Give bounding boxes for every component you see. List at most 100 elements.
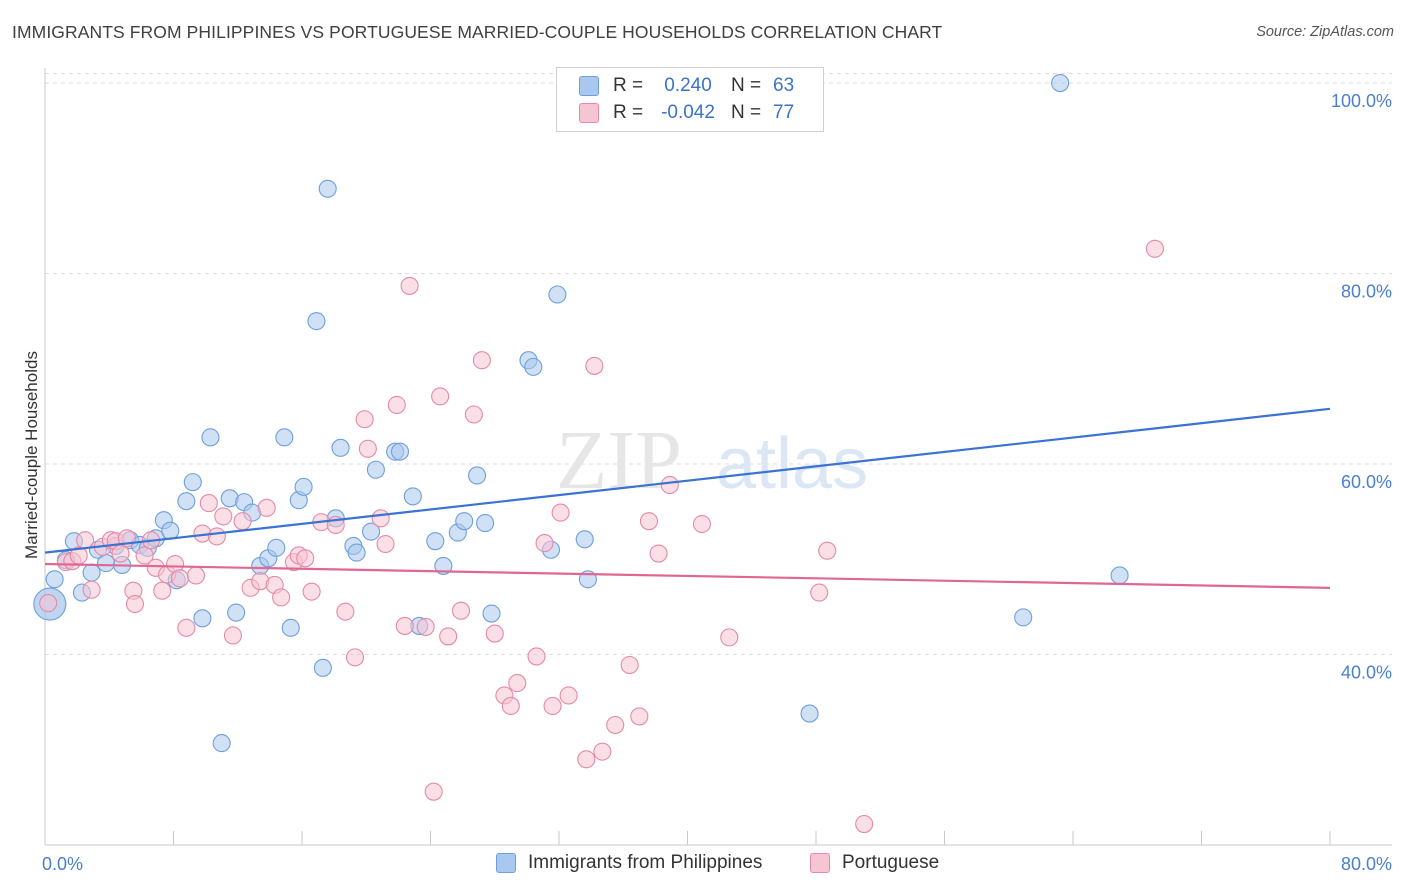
data-point [170, 569, 189, 588]
data-point [153, 581, 172, 600]
stats-legend: R = 0.240 N = 63 R = -0.042 N = 77 [556, 67, 824, 132]
data-point [257, 498, 276, 517]
legend-r-label: R = [613, 102, 644, 123]
data-point [543, 696, 562, 715]
data-point [508, 674, 527, 693]
data-point [1051, 73, 1070, 93]
data-point [527, 647, 546, 666]
source-credit: Source: ZipAtlas.com [1256, 24, 1394, 40]
data-point [434, 556, 453, 575]
data-point [451, 601, 471, 620]
data-point [535, 534, 554, 553]
data-point [559, 686, 578, 705]
data-point [318, 179, 337, 198]
data-point [223, 626, 242, 645]
data-point [403, 487, 422, 506]
legend-swatch-portuguese [810, 853, 830, 873]
legend-row-portuguese: R = -0.042 N = 77 [579, 100, 794, 126]
x-tick-label: 80.0% [1341, 854, 1392, 874]
data-point [620, 655, 639, 675]
data-point [660, 475, 679, 495]
data-point [233, 512, 252, 531]
data-point [476, 514, 495, 533]
data-point [358, 439, 377, 458]
y-tick-label: 40.0% [1341, 663, 1392, 683]
data-point [281, 618, 300, 637]
data-point [45, 570, 64, 589]
legend-n-value: 63 [773, 75, 795, 96]
data-point [82, 563, 101, 582]
data-point [345, 648, 365, 667]
legend-r-value: 0.240 [664, 75, 712, 96]
data-point [267, 538, 286, 557]
legend-swatch-portuguese [579, 103, 599, 123]
data-point [161, 521, 180, 540]
data-point [692, 514, 712, 534]
legend-n-label: N = [731, 102, 762, 123]
data-point [855, 814, 874, 834]
data-point [501, 696, 520, 715]
data-point [575, 530, 594, 549]
data-point [177, 618, 196, 637]
data-point [577, 750, 596, 769]
data-point [390, 442, 410, 461]
data-point [371, 509, 390, 528]
data-point [212, 734, 231, 753]
data-point [296, 549, 315, 568]
y-tick-labels: 40.0% 60.0% 80.0% 100.0% [1331, 91, 1392, 682]
data-point [227, 603, 246, 622]
legend-n-label: N = [731, 75, 762, 96]
trend-line-portuguese [44, 562, 1331, 589]
data-point [800, 704, 819, 723]
watermark: ZIP atlas [556, 414, 868, 507]
data-point [387, 395, 406, 415]
data-point [424, 782, 443, 801]
data-point [464, 405, 483, 424]
data-point [207, 527, 226, 546]
legend-r-value: -0.042 [661, 102, 715, 123]
data-point [272, 588, 291, 607]
data-point [183, 473, 202, 492]
data-point [177, 492, 196, 511]
chart-title: IMMIGRANTS FROM PHILIPPINES VS PORTUGUES… [12, 22, 943, 42]
data-point [551, 503, 570, 522]
legend-label-philippines: Immigrants from Philippines [528, 852, 763, 873]
series-portuguese-points [39, 239, 1164, 834]
trend-lines [44, 407, 1331, 589]
data-point [524, 357, 543, 376]
data-point [1110, 566, 1129, 585]
data-point [639, 512, 659, 531]
data-point [347, 543, 366, 562]
data-point [431, 387, 450, 406]
data-point [1014, 608, 1033, 627]
data-point [214, 507, 233, 526]
legend-label-portuguese: Portuguese [842, 852, 940, 873]
data-point [362, 522, 381, 541]
data-point [649, 544, 668, 563]
data-point [395, 616, 414, 635]
data-point [455, 512, 474, 531]
watermark-zip: ZIP [556, 414, 682, 507]
data-point [331, 438, 350, 457]
data-point [294, 477, 313, 496]
legend-row-philippines: R = 0.240 N = 63 [579, 73, 794, 99]
data-point [201, 428, 220, 447]
data-point [76, 531, 95, 550]
data-point [82, 580, 101, 599]
data-point [472, 351, 491, 370]
series-legend: Immigrants from Philippines Portuguese [0, 852, 1406, 878]
scatter-points [33, 73, 1164, 834]
data-point [606, 715, 625, 735]
trend-line-philippines [44, 407, 1331, 554]
legend-item-portuguese: Portuguese [810, 852, 939, 874]
legend-n-value: 77 [773, 102, 795, 123]
axes [44, 68, 1392, 846]
legend-swatch-philippines [579, 76, 599, 96]
data-point [400, 276, 419, 295]
data-point [376, 534, 395, 554]
y-tick-label: 100.0% [1331, 91, 1392, 111]
data-point [720, 628, 739, 647]
data-point [810, 583, 829, 602]
data-point [96, 554, 116, 573]
